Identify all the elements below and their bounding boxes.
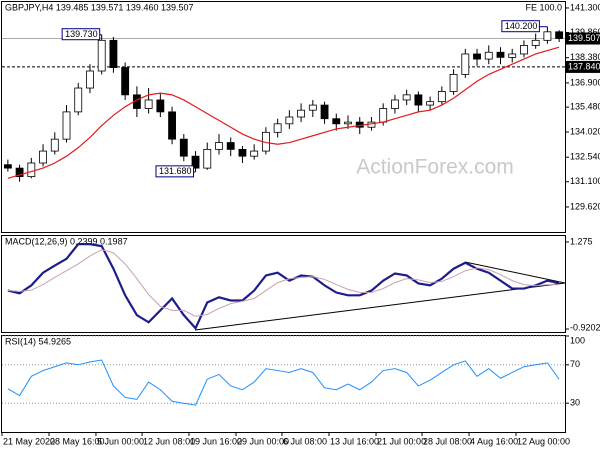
y-tick-label: 136.900: [570, 77, 600, 87]
annotation-label: 139.730: [65, 29, 98, 39]
y-tick-label: 70: [570, 359, 580, 369]
y-tick-label: 30: [570, 398, 580, 408]
candle-body: [203, 148, 212, 169]
candle-body: [62, 111, 71, 140]
candle-body: [15, 167, 24, 178]
macd-trendline: [194, 282, 566, 331]
candle-body: [74, 87, 83, 113]
x-tick-label: 13 Jul 16:00: [330, 436, 379, 446]
x-tick-label: 4 Aug 16:00: [470, 436, 518, 446]
candle-body: [86, 70, 94, 89]
candle-body: [238, 148, 247, 157]
series-line: [7, 359, 560, 406]
candle-body: [414, 94, 423, 106]
macd-trendline: [464, 261, 566, 284]
candle-body: [250, 150, 259, 157]
y-tick-label: 132.540: [570, 152, 600, 162]
candle-body: [273, 123, 282, 133]
candle-body: [437, 91, 446, 103]
candle-body: [391, 99, 399, 109]
y-tick-label: -0.9202: [570, 322, 600, 332]
y-tick-label: 131.100: [570, 176, 600, 186]
candle-body: [461, 53, 470, 75]
fe-label: FE 100.0: [525, 2, 562, 12]
candle-body: [344, 121, 352, 125]
candle-body: [402, 94, 411, 101]
y-tick-label: 139.860: [570, 27, 600, 37]
chart-title: GBPJPY,H4 139.485 139.571 139.460 139.50…: [5, 2, 194, 12]
candle-body: [531, 39, 540, 46]
candle-body: [543, 31, 552, 41]
candle-body: [332, 118, 341, 125]
x-tick-label: 21 May 2020: [3, 436, 55, 446]
candle-body: [168, 111, 176, 140]
candle-body: [191, 155, 200, 169]
y-tick-label: 134.020: [570, 126, 600, 136]
x-tick-label: 28 Jul 08:00: [423, 436, 472, 446]
x-tick-label: 6 Jul 08:00: [283, 436, 327, 446]
x-tick-label: 12 Jun 08:00: [143, 436, 195, 446]
candle-body: [520, 45, 528, 55]
rsi-title: RSI(14) 54.9265: [5, 336, 71, 346]
candle-body: [496, 51, 505, 58]
candle-body: [379, 108, 388, 123]
candle-body: [50, 138, 59, 152]
x-tick-label: 29 Jun 00:00: [237, 436, 289, 446]
price-box-label: 139.507: [568, 33, 600, 43]
candle-body: [3, 164, 12, 169]
candle-body: [109, 39, 118, 68]
x-tick-label: 5 Jun 00:00: [97, 436, 144, 446]
candle-body: [473, 53, 481, 60]
y-tick-label: 1.275: [570, 236, 593, 246]
series-line: [7, 249, 560, 317]
annotation-label: 140.200: [505, 21, 538, 31]
series-line: [7, 243, 560, 331]
macd-panel: [1, 235, 566, 333]
x-tick-label: 21 Jul 00:00: [377, 436, 426, 446]
macd-title: MACD(12,26,9) 0.2399 0.1987: [5, 236, 128, 246]
y-tick-label: 141.300: [570, 2, 600, 12]
candle-body: [320, 104, 329, 120]
candle-body: [308, 104, 317, 111]
candle-body: [426, 101, 435, 106]
moving-average: [7, 46, 560, 179]
x-tick-label: 19 Jun 16:00: [190, 436, 242, 446]
candle-body: [97, 39, 106, 72]
candle-body: [39, 150, 47, 164]
candle-body: [449, 74, 458, 92]
candle-body: [484, 51, 493, 60]
candle-body: [215, 142, 223, 150]
candle-body: [144, 99, 153, 109]
x-tick-label: 28 May 16:00: [50, 436, 105, 446]
watermark: ActionForex.com: [356, 156, 514, 179]
price-panel: [1, 1, 566, 233]
candle-body: [285, 116, 294, 125]
candle-body: [297, 109, 306, 118]
y-tick-label: 129.620: [570, 201, 600, 211]
y-tick-label: 135.480: [570, 101, 600, 111]
candle-body: [121, 67, 130, 96]
price-box: [566, 60, 600, 73]
price-box: [566, 32, 600, 45]
candle-body: [156, 99, 165, 113]
annotation-label: 131.680: [159, 166, 192, 176]
price-box-label: 137.840: [568, 61, 600, 71]
candle-body: [226, 142, 235, 150]
candle-body: [555, 31, 564, 39]
rsi-panel: [1, 335, 566, 433]
x-tick-label: 12 Aug 00:00: [517, 436, 570, 446]
candle-body: [27, 162, 36, 178]
y-tick-label: 100: [570, 335, 585, 345]
candle-body: [508, 53, 517, 58]
candle-body: [179, 138, 188, 157]
y-tick-label: 138.380: [570, 52, 600, 62]
